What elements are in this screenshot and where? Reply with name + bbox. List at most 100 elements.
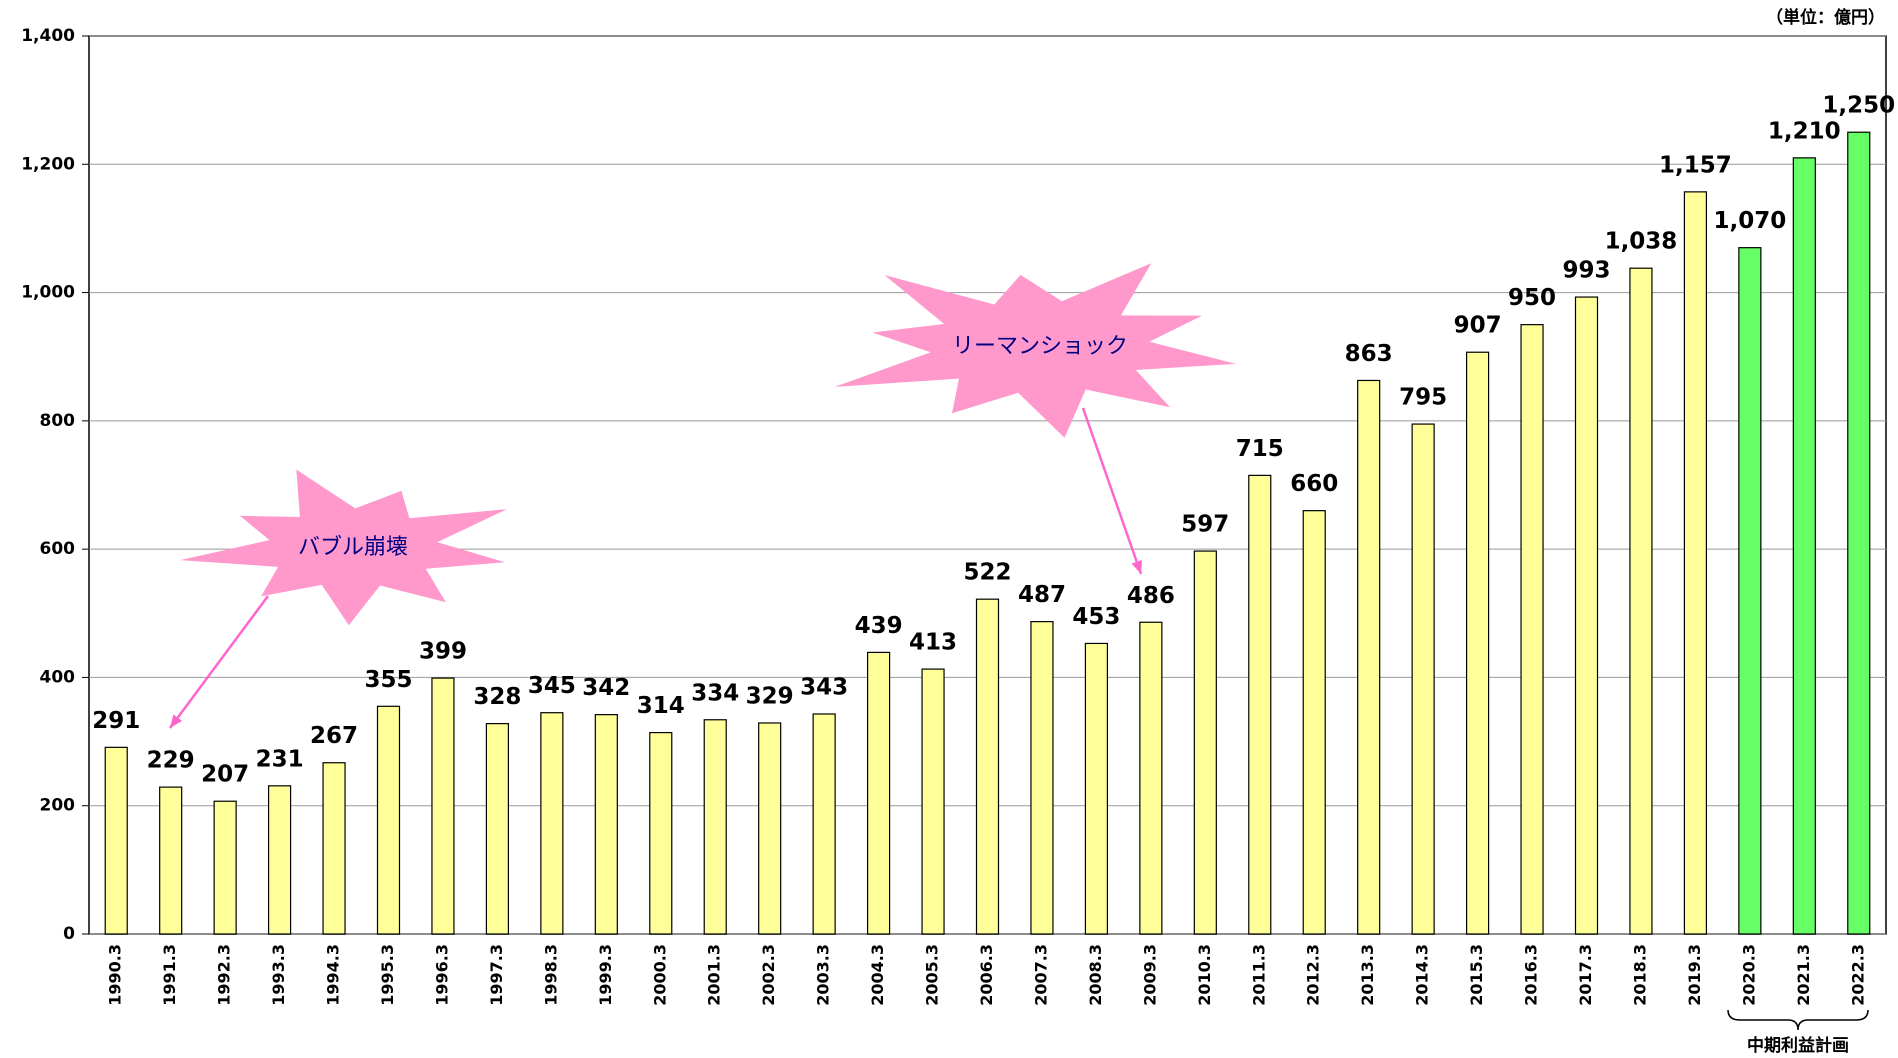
x-tick-label: 1995.3 — [378, 944, 397, 1006]
value-label: 522 — [963, 560, 1011, 586]
x-tick-label: 1998.3 — [541, 944, 560, 1006]
x-tick-label: 2009.3 — [1140, 944, 1159, 1006]
bar — [1684, 192, 1706, 934]
bar — [813, 714, 835, 934]
x-tick-label: 2010.3 — [1195, 944, 1214, 1006]
x-tick-label: 2005.3 — [923, 944, 942, 1006]
value-label: 229 — [147, 748, 195, 774]
x-tick-label: 2004.3 — [868, 944, 887, 1006]
bar — [1031, 622, 1053, 934]
bar — [432, 678, 454, 934]
bar — [977, 599, 999, 934]
x-tick-label: 1994.3 — [324, 944, 343, 1006]
bracket — [1728, 1010, 1868, 1030]
x-tick-label: 1996.3 — [432, 944, 451, 1006]
value-label: 453 — [1072, 604, 1120, 630]
bar — [1848, 132, 1870, 934]
value-label: 328 — [473, 684, 521, 710]
y-tick-label: 600 — [40, 539, 76, 559]
bar — [1194, 551, 1216, 934]
chart: （単位：億円） 中期利益計画 02004006008001,0001,2001,… — [0, 0, 1898, 1058]
bar — [541, 713, 563, 934]
bar — [922, 669, 944, 934]
y-tick-label: 400 — [40, 667, 76, 687]
value-label: 795 — [1399, 385, 1447, 411]
x-tick-label: 2016.3 — [1522, 944, 1541, 1006]
bar — [160, 787, 182, 934]
x-tick-label: 2011.3 — [1249, 944, 1268, 1006]
value-label: 1,070 — [1713, 208, 1786, 234]
x-tick-label: 2006.3 — [977, 944, 996, 1006]
x-tick-label: 2015.3 — [1467, 944, 1486, 1006]
value-label: 715 — [1236, 436, 1284, 462]
bar — [486, 724, 508, 934]
bar — [759, 723, 781, 934]
y-tick-label: 800 — [40, 411, 76, 431]
bar — [1576, 297, 1598, 934]
bar — [323, 763, 345, 934]
y-tick-label: 200 — [40, 796, 76, 816]
x-tick-label: 1997.3 — [487, 944, 506, 1006]
y-tick-label: 1,400 — [21, 26, 75, 46]
x-tick-label: 2013.3 — [1358, 944, 1377, 1006]
x-tick-label: 2021.3 — [1794, 944, 1813, 1006]
x-tick-label: 2019.3 — [1685, 944, 1704, 1006]
x-tick-label: 2001.3 — [705, 944, 724, 1006]
value-label: 314 — [637, 693, 685, 719]
annotation: リーマンショック — [952, 334, 1128, 359]
y-tick-label: 1,200 — [21, 154, 75, 174]
value-label: 231 — [256, 746, 304, 772]
bar — [1085, 643, 1107, 934]
x-tick-label: 2003.3 — [814, 944, 833, 1006]
bar — [378, 706, 400, 934]
value-label: 1,210 — [1768, 118, 1841, 144]
y-tick-label: 1,000 — [21, 283, 75, 303]
bar — [1467, 352, 1489, 934]
bar — [214, 801, 236, 934]
bar — [1739, 248, 1761, 934]
x-tick-label: 1991.3 — [160, 944, 179, 1006]
x-tick-label: 2022.3 — [1848, 944, 1867, 1006]
value-label: 597 — [1181, 512, 1229, 538]
value-label: 345 — [528, 673, 576, 699]
bar — [269, 786, 291, 934]
value-label: 950 — [1508, 285, 1556, 311]
x-tick-label: 1993.3 — [269, 944, 288, 1006]
x-tick-label: 2008.3 — [1086, 944, 1105, 1006]
x-tick-label: 2000.3 — [650, 944, 669, 1006]
value-label: 660 — [1290, 471, 1338, 497]
bar — [1358, 380, 1380, 934]
x-tick-label: 1999.3 — [596, 944, 615, 1006]
value-label: 329 — [746, 683, 794, 709]
annotation: バブル崩壊 — [298, 535, 408, 560]
bar — [105, 747, 127, 934]
value-label: 863 — [1345, 341, 1393, 367]
x-tick-label: 1992.3 — [215, 944, 234, 1006]
x-tick-label: 2014.3 — [1413, 944, 1432, 1006]
x-tick-label: 2020.3 — [1739, 944, 1758, 1006]
value-label: 343 — [800, 674, 848, 700]
bar — [650, 733, 672, 934]
value-label: 291 — [92, 708, 140, 734]
page: （単位：億円） 中期利益計画 02004006008001,0001,2001,… — [0, 0, 1898, 1058]
x-tick-label: 2012.3 — [1304, 944, 1323, 1006]
x-tick-label: 2018.3 — [1630, 944, 1649, 1006]
value-label: 413 — [909, 630, 957, 656]
bar — [1630, 268, 1652, 934]
bar — [1303, 511, 1325, 934]
x-tick-label: 2002.3 — [759, 944, 778, 1006]
value-label: 439 — [855, 613, 903, 639]
x-tick-label: 2007.3 — [1031, 944, 1050, 1006]
value-label: 487 — [1018, 582, 1066, 608]
bar — [704, 720, 726, 934]
x-tick-label: 1990.3 — [106, 944, 125, 1006]
bar — [595, 715, 617, 934]
value-label: 399 — [419, 639, 467, 665]
bar — [1521, 325, 1543, 934]
value-label: 355 — [364, 667, 412, 693]
value-label: 907 — [1454, 313, 1502, 339]
bar — [868, 652, 890, 934]
value-label: 267 — [310, 723, 358, 749]
value-label: 207 — [201, 762, 249, 788]
x-tick-label: 2017.3 — [1576, 944, 1595, 1006]
